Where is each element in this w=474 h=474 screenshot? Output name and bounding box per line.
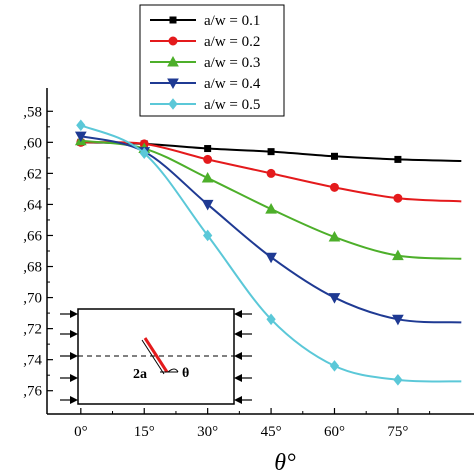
legend-item: a/w = 0.1 [150,13,260,29]
legend-label: a/w = 0.2 [204,34,260,50]
inset-angle-arc [167,368,179,373]
load-arrow-left-head [70,396,78,404]
legend-label: a/w = 0.5 [204,97,260,113]
legend-box [139,4,285,117]
load-arrow-right-head [234,310,242,318]
load-arrow-right-head [234,396,242,404]
data-point [265,203,277,214]
y-ticks: ,58 ,60 ,62 ,64 ,66 ,68 ,70 ,72 ,74 ,76 [23,104,53,400]
legend-item: a/w = 0.4 [150,76,261,92]
x-ticks: 0° 15° 30° 45° 60° 75° [74,408,431,440]
data-point [76,119,86,132]
inset-load-arrows [60,310,252,404]
x-tick-label: 15° [134,424,155,440]
data-point [328,293,341,304]
x-tick-label: 60° [324,424,345,440]
data-point [266,168,276,178]
legend-item: a/w = 0.5 [150,97,260,113]
load-arrow-left-head [70,330,78,338]
load-arrow-right-head [234,330,242,338]
legend-label: a/w = 0.3 [204,55,260,71]
data-point [203,154,213,164]
data-point [203,229,213,242]
load-arrow-left-head [70,352,78,360]
y-tick-label: ,72 [23,322,42,338]
inset-crack-outline [141,339,165,375]
y-tick-label: ,74 [23,353,42,369]
data-point [265,252,277,264]
inset-diagram: 2a θ [60,308,252,405]
data-point [266,313,276,326]
data-point [393,193,403,203]
legend-swatch-marker [169,16,177,24]
data-point [201,199,214,211]
data-point [392,249,404,261]
legend-label: a/w = 0.1 [204,13,260,29]
data-point [329,182,339,192]
load-arrow-left-head [70,374,78,382]
y-tick-label: ,58 [23,104,42,120]
data-point [393,374,403,386]
legend-swatch-marker [168,36,178,46]
series-layer [74,119,462,386]
inset-crack [143,337,169,373]
y-tick-label: ,70 [23,291,42,307]
legend-swatch-marker [167,78,179,90]
data-point [139,147,149,160]
y-tick-label: ,62 [23,166,42,182]
load-arrow-right-head [234,374,242,382]
legend-swatch-marker [167,55,179,67]
y-tick-label: ,60 [23,135,42,151]
x-tick-label: 30° [197,424,218,440]
series-5 [76,119,462,386]
x-axis-label: θ° [274,450,296,474]
data-point [74,131,87,143]
data-point [201,172,214,183]
data-point [204,145,212,153]
series-line [80,135,462,324]
data-point [329,360,340,372]
legend-swatch-marker [168,98,178,110]
y-tick-label: ,76 [23,384,42,400]
load-arrow-left-head [70,310,78,318]
x-tick-label: 75° [387,424,408,440]
data-point [394,155,402,163]
data-point [328,230,341,242]
y-tick-label: ,66 [23,228,42,244]
x-tick-label: 45° [261,424,282,440]
data-point [267,148,275,156]
load-arrow-right-head [234,352,242,360]
series-4 [74,131,462,326]
legend-label: a/w = 0.4 [204,76,261,92]
inset-angle-label: θ [182,366,189,381]
legend-item: a/w = 0.2 [150,34,260,50]
legend-items: a/w = 0.1 a/w = 0.2 a/w = 0.3 a/w = 0.4 a/w … [150,13,261,113]
y-tick-label: ,68 [23,260,42,276]
legend: a/w = 0.1 a/w = 0.2 a/w = 0.3 a/w = 0.4 a/w … [139,4,285,117]
legend-item: a/w = 0.3 [150,55,260,71]
y-tick-label: ,64 [23,197,42,213]
data-point [330,152,338,160]
data-point [392,314,404,326]
inset-crack-length-label: 2a [133,367,147,382]
x-tick-label: 0° [74,424,88,440]
